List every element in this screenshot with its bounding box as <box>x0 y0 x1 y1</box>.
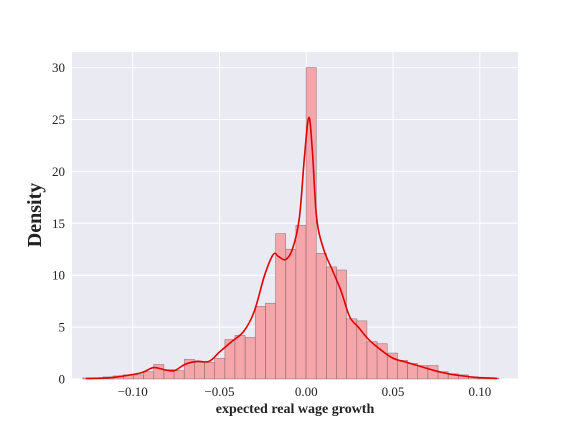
y-axis-ticks: 0 5 10 15 20 25 30 <box>52 60 65 386</box>
histogram-bar <box>326 266 337 380</box>
histogram-bar <box>305 67 317 380</box>
histogram-bar <box>265 302 276 380</box>
histogram-bar <box>397 360 408 380</box>
histogram-bar <box>427 365 439 380</box>
x-tick-label: 0.00 <box>295 384 318 399</box>
histogram-bar <box>194 362 205 380</box>
histogram-bar <box>143 371 155 380</box>
histogram-bar <box>133 374 144 380</box>
kde-density-curve <box>85 116 498 380</box>
x-tick-label: 0.10 <box>468 384 491 399</box>
histogram-bars <box>82 67 500 380</box>
histogram-bar <box>366 341 378 380</box>
y-tick-label: 20 <box>52 164 65 179</box>
histogram-bar <box>315 253 327 380</box>
histogram-bar <box>387 352 398 380</box>
y-tick-label: 25 <box>52 112 65 127</box>
y-tick-label: 10 <box>52 268 65 283</box>
x-tick-label: 0.05 <box>382 384 405 399</box>
histogram-bar <box>254 306 266 380</box>
x-tick-label: −0.10 <box>118 384 148 399</box>
y-axis-label: Density <box>24 183 46 247</box>
histogram-bar <box>244 337 256 380</box>
histogram-bar <box>285 248 297 380</box>
y-tick-label: 5 <box>59 320 66 335</box>
histogram-bar <box>173 370 185 380</box>
histogram-bar <box>295 225 307 380</box>
histogram-bar <box>153 364 165 380</box>
histogram-bar <box>204 362 216 380</box>
histogram-bar <box>346 318 358 380</box>
x-tick-label: −0.05 <box>204 384 234 399</box>
x-axis-label: expected real wage growth <box>216 402 375 417</box>
y-tick-label: 0 <box>59 372 66 387</box>
histogram-bar <box>234 335 246 380</box>
histogram-bar <box>356 320 368 380</box>
histogram-bar <box>214 357 226 380</box>
x-axis-ticks: −0.10 −0.05 0.00 0.05 0.10 <box>118 384 492 399</box>
y-tick-label: 30 <box>52 60 65 75</box>
histogram-bar <box>336 269 347 380</box>
y-tick-label: 15 <box>52 216 65 231</box>
